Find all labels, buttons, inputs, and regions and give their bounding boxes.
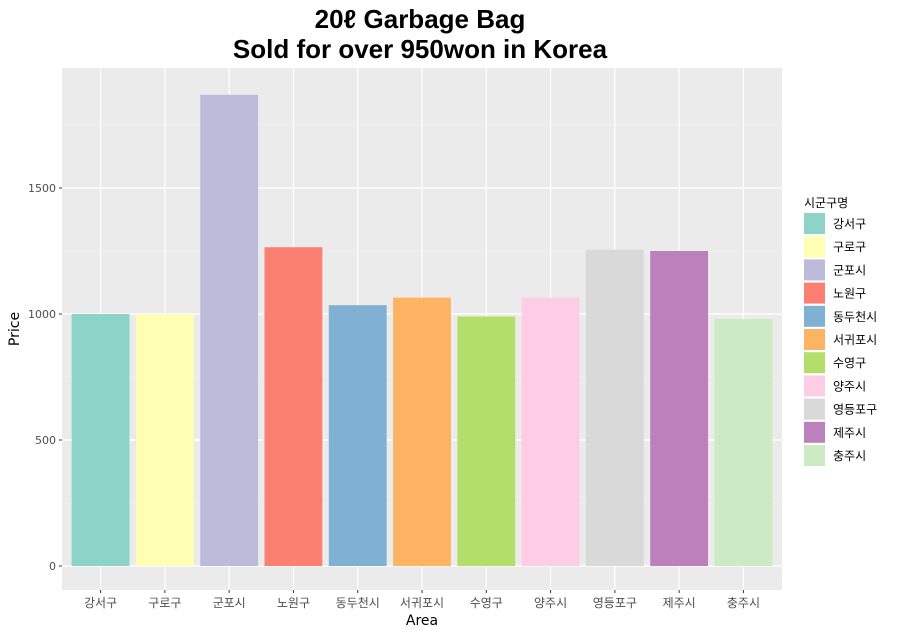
legend-key-0 <box>804 213 825 234</box>
legend-key-10 <box>804 445 825 466</box>
legend-label-9: 제주시 <box>833 426 866 440</box>
legend-label-6: 수영구 <box>833 356 866 370</box>
x-tick-label: 영등포구 <box>593 596 637 610</box>
x-tick-label: 강서구 <box>84 596 117 610</box>
legend-title: 시군구명 <box>804 196 848 210</box>
bar-3 <box>264 247 323 566</box>
legend-key-4 <box>804 305 825 327</box>
legend-key-5 <box>804 329 825 350</box>
y-tick-label: 1500 <box>28 182 56 195</box>
legend-label-1: 구로구 <box>833 240 866 254</box>
legend-label-7: 양주시 <box>833 379 866 393</box>
bar-7 <box>521 297 580 566</box>
legend-key-3 <box>804 282 825 304</box>
y-tick-label: 0 <box>49 560 56 573</box>
legend-label-4: 동두천시 <box>833 309 877 324</box>
legend-key-1 <box>804 236 825 258</box>
legend: 시군구명 강서구구로구군포시노원구동두천시서귀포시수영구양주시영등포구제주시충주… <box>804 196 877 466</box>
chart-title-line-1: 20ℓ Garbage Bag <box>314 4 526 34</box>
legend-label-0: 강서구 <box>833 217 866 231</box>
x-tick-label: 양주시 <box>534 596 567 610</box>
x-axis: 강서구 구로구 군포시 노원구 동두천시 서귀포시 수영구 양주시 영등포구 제주시 충주시 <box>84 590 760 610</box>
x-tick-label: 제주시 <box>663 596 696 610</box>
bar-5 <box>393 297 451 566</box>
bar-4 <box>328 305 387 566</box>
legend-key-7 <box>804 375 825 397</box>
x-tick-label: 서귀포시 <box>400 596 444 610</box>
x-tick-label: 구로구 <box>148 596 181 610</box>
legend-label-8: 영등포구 <box>833 403 877 417</box>
bar-8 <box>585 249 644 567</box>
bar-10 <box>714 319 773 566</box>
legend-key-6 <box>804 352 825 374</box>
bar-6 <box>457 316 516 566</box>
chart-title-line-2: Sold for over 950won in Korea <box>232 34 608 64</box>
y-tick-label: 1000 <box>28 308 56 321</box>
legend-key-8 <box>804 398 825 420</box>
bar-9 <box>650 251 709 566</box>
x-tick-label: 충주시 <box>727 596 760 610</box>
x-tick-label: 동두천시 <box>336 595 380 610</box>
legend-label-3: 노원구 <box>833 287 866 301</box>
legend-key-9 <box>804 421 825 443</box>
legend-key-2 <box>804 259 825 281</box>
x-tick-label: 군포시 <box>213 596 246 610</box>
legend-label-5: 서귀포시 <box>833 333 877 347</box>
bar-1 <box>135 314 194 566</box>
y-axis-label: Price <box>7 312 23 346</box>
bar-2 <box>200 94 259 566</box>
x-tick-label: 수영구 <box>470 596 503 610</box>
y-axis: 0 500 1000 1500 <box>28 182 62 573</box>
x-tick-label: 노원구 <box>277 596 310 610</box>
bar-0 <box>71 314 130 566</box>
x-axis-label: Area <box>406 613 438 629</box>
legend-label-2: 군포시 <box>833 263 866 277</box>
y-tick-label: 500 <box>35 434 56 447</box>
bars <box>71 94 773 567</box>
legend-label-10: 충주시 <box>833 449 866 463</box>
